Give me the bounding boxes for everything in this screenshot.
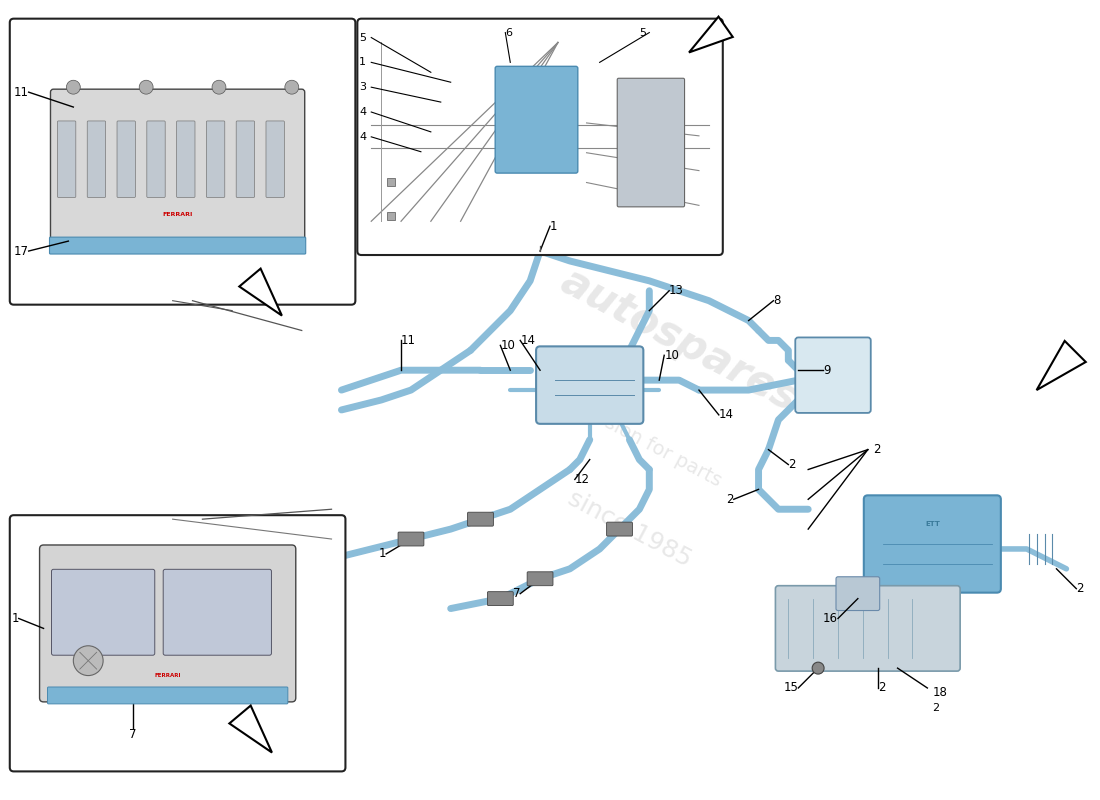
- Text: 4: 4: [360, 132, 366, 142]
- Circle shape: [140, 80, 153, 94]
- FancyBboxPatch shape: [795, 338, 871, 413]
- FancyBboxPatch shape: [50, 237, 306, 254]
- Circle shape: [285, 80, 299, 94]
- Text: 2: 2: [872, 443, 880, 456]
- FancyBboxPatch shape: [387, 212, 395, 220]
- Text: 5: 5: [639, 27, 647, 38]
- FancyBboxPatch shape: [398, 532, 424, 546]
- Text: 16: 16: [823, 612, 838, 625]
- FancyBboxPatch shape: [387, 178, 395, 186]
- FancyBboxPatch shape: [87, 121, 106, 198]
- Text: 8: 8: [773, 294, 781, 307]
- Text: 1: 1: [550, 220, 558, 233]
- Polygon shape: [689, 17, 733, 53]
- Text: 18: 18: [933, 686, 947, 699]
- FancyBboxPatch shape: [10, 18, 355, 305]
- Text: 11: 11: [13, 86, 29, 98]
- Circle shape: [74, 646, 103, 675]
- FancyBboxPatch shape: [117, 121, 135, 198]
- Text: 2: 2: [726, 493, 734, 506]
- FancyBboxPatch shape: [487, 592, 514, 606]
- Text: 2: 2: [933, 703, 939, 713]
- Text: 6: 6: [505, 27, 513, 38]
- FancyBboxPatch shape: [864, 495, 1001, 593]
- FancyBboxPatch shape: [606, 522, 632, 536]
- FancyBboxPatch shape: [52, 570, 155, 655]
- FancyBboxPatch shape: [468, 512, 494, 526]
- Text: 7: 7: [129, 728, 136, 741]
- Polygon shape: [230, 706, 272, 753]
- Text: 14: 14: [718, 408, 734, 422]
- Text: 10: 10: [664, 349, 679, 362]
- Text: 14: 14: [520, 334, 536, 347]
- FancyBboxPatch shape: [207, 121, 224, 198]
- Text: 4: 4: [360, 107, 366, 117]
- FancyBboxPatch shape: [527, 572, 553, 586]
- Text: ETT: ETT: [925, 521, 939, 527]
- FancyBboxPatch shape: [266, 121, 285, 198]
- Text: 10: 10: [500, 339, 515, 352]
- FancyBboxPatch shape: [47, 687, 288, 704]
- Text: a passion for parts: a passion for parts: [554, 389, 724, 491]
- Text: 2: 2: [789, 458, 795, 471]
- Text: since 1985: since 1985: [563, 486, 695, 572]
- Text: 1: 1: [378, 547, 386, 561]
- Text: 12: 12: [575, 473, 590, 486]
- Text: 15: 15: [783, 682, 799, 694]
- FancyBboxPatch shape: [836, 577, 880, 610]
- FancyBboxPatch shape: [536, 346, 643, 424]
- Text: 2: 2: [878, 682, 886, 694]
- Text: 13: 13: [669, 284, 684, 298]
- FancyBboxPatch shape: [40, 545, 296, 702]
- Circle shape: [66, 80, 80, 94]
- Polygon shape: [240, 269, 282, 315]
- Text: 9: 9: [823, 364, 830, 377]
- FancyBboxPatch shape: [236, 121, 254, 198]
- Text: FERRARI: FERRARI: [163, 212, 192, 217]
- Text: autospares: autospares: [553, 260, 805, 421]
- Text: 1: 1: [360, 58, 366, 67]
- Circle shape: [212, 80, 226, 94]
- FancyBboxPatch shape: [57, 121, 76, 198]
- Text: FERRARI: FERRARI: [154, 673, 180, 678]
- FancyBboxPatch shape: [10, 515, 345, 771]
- FancyBboxPatch shape: [776, 586, 960, 671]
- FancyBboxPatch shape: [617, 78, 684, 207]
- Text: 1: 1: [11, 612, 19, 625]
- FancyBboxPatch shape: [51, 89, 305, 244]
- Text: 11: 11: [402, 334, 416, 347]
- FancyBboxPatch shape: [177, 121, 195, 198]
- Text: 2: 2: [1076, 582, 1084, 595]
- Text: 5: 5: [360, 33, 366, 42]
- Polygon shape: [1036, 341, 1086, 390]
- Circle shape: [812, 662, 824, 674]
- FancyBboxPatch shape: [146, 121, 165, 198]
- FancyBboxPatch shape: [358, 18, 723, 255]
- FancyBboxPatch shape: [163, 570, 272, 655]
- Text: 17: 17: [13, 245, 29, 258]
- Text: 7: 7: [513, 587, 520, 600]
- FancyBboxPatch shape: [495, 66, 578, 173]
- Text: 3: 3: [360, 82, 366, 92]
